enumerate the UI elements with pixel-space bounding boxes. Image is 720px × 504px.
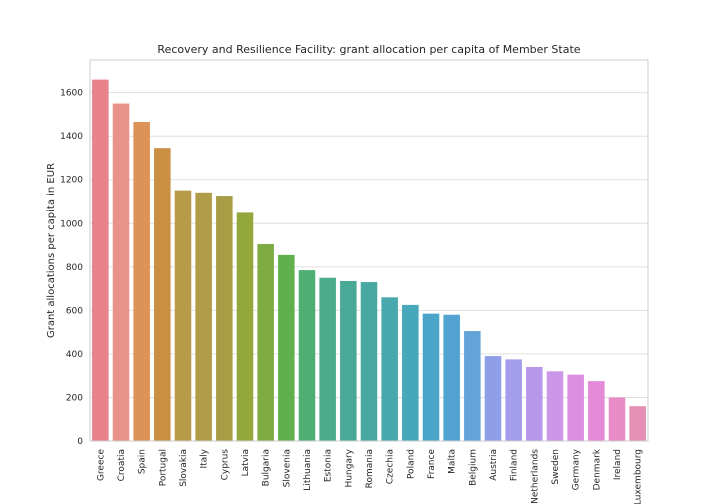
bar-romania: [360, 282, 378, 441]
bar-luxembourg: [629, 406, 646, 441]
bar-latvia: [236, 212, 254, 441]
x-tick-label: Austria: [489, 449, 499, 481]
x-tick-label: France: [427, 449, 437, 479]
plot-frame: [89, 59, 649, 442]
x-tick-label: Slovenia: [282, 449, 292, 487]
y-tick-label: 1000: [60, 219, 83, 229]
bar-lithuania: [298, 270, 316, 441]
bar-slovakia: [174, 190, 192, 441]
bar-slovenia: [278, 254, 295, 441]
x-tick-label: Sweden: [551, 449, 561, 485]
y-axis-ticks: 0 200 400 600 800 1000 1200 1400 1600: [60, 89, 83, 447]
x-tick-label: Germany: [572, 448, 582, 490]
y-tick-label: 600: [66, 306, 83, 316]
x-tick-label: Croatia: [117, 449, 127, 481]
x-tick-label: Italy: [200, 448, 210, 468]
y-axis-label: Grant allocations per capita in EUR: [46, 163, 57, 338]
bar-croatia: [112, 103, 130, 442]
x-tick-label: Spain: [138, 449, 148, 474]
bar-spain: [133, 122, 150, 441]
x-tick-label: Malta: [448, 449, 458, 474]
bar-hungary: [340, 280, 357, 441]
bar-italy: [195, 192, 212, 441]
bar-cyprus: [216, 196, 233, 441]
x-tick-label: Slovakia: [179, 449, 189, 487]
bar-czechia: [381, 297, 398, 441]
bar-sweden: [546, 371, 564, 441]
y-tick-label: 1600: [60, 89, 83, 99]
bars: [92, 79, 646, 442]
x-tick-label: Czechia: [386, 449, 396, 484]
bar-poland: [402, 304, 419, 441]
x-tick-label: Bulgaria: [262, 449, 272, 486]
x-tick-label: Portugal: [158, 449, 168, 486]
y-tick-label: 1200: [60, 176, 83, 186]
chart-title: Recovery and Resilience Facility: grant …: [157, 43, 580, 56]
x-tick-label: Luxembourg: [634, 449, 644, 504]
x-tick-label: Hungary: [344, 448, 354, 487]
y-tick-label: 0: [77, 437, 83, 447]
x-tick-label: Estonia: [324, 449, 334, 482]
bar-germany: [567, 374, 584, 441]
bar-denmark: [588, 381, 605, 441]
bar-belgium: [464, 331, 481, 441]
bar-greece: [92, 79, 109, 441]
bar-malta: [443, 314, 460, 441]
x-axis-ticks: Greece Croatia Spain Portugal Slovakia Italy C…: [96, 448, 643, 504]
y-tick-label: 1400: [60, 132, 83, 142]
x-tick-label: Finland: [510, 449, 520, 481]
x-tick-label: Greece: [96, 449, 106, 481]
bar-bulgaria: [257, 243, 274, 441]
y-tick-label: 200: [66, 393, 83, 403]
bar-portugal: [154, 148, 171, 441]
x-tick-label: Ireland: [613, 449, 623, 480]
bar-estonia: [319, 277, 336, 441]
x-tick-label: Cyprus: [220, 449, 230, 481]
bar-finland: [505, 359, 522, 441]
bar-netherlands: [526, 366, 543, 441]
y-tick-label: 400: [66, 350, 83, 360]
x-tick-label: Poland: [406, 449, 416, 479]
x-tick-label: Denmark: [592, 448, 602, 490]
bar-france: [422, 313, 440, 441]
bar-austria: [484, 356, 502, 441]
x-tick-label: Netherlands: [530, 449, 540, 504]
x-tick-label: Latvia: [241, 449, 251, 476]
x-tick-label: Romania: [365, 449, 375, 488]
x-tick-label: Lithuania: [303, 449, 313, 491]
y-tick-label: 800: [66, 263, 83, 273]
bar-ireland: [608, 397, 626, 441]
x-tick-label: Belgium: [468, 449, 478, 486]
